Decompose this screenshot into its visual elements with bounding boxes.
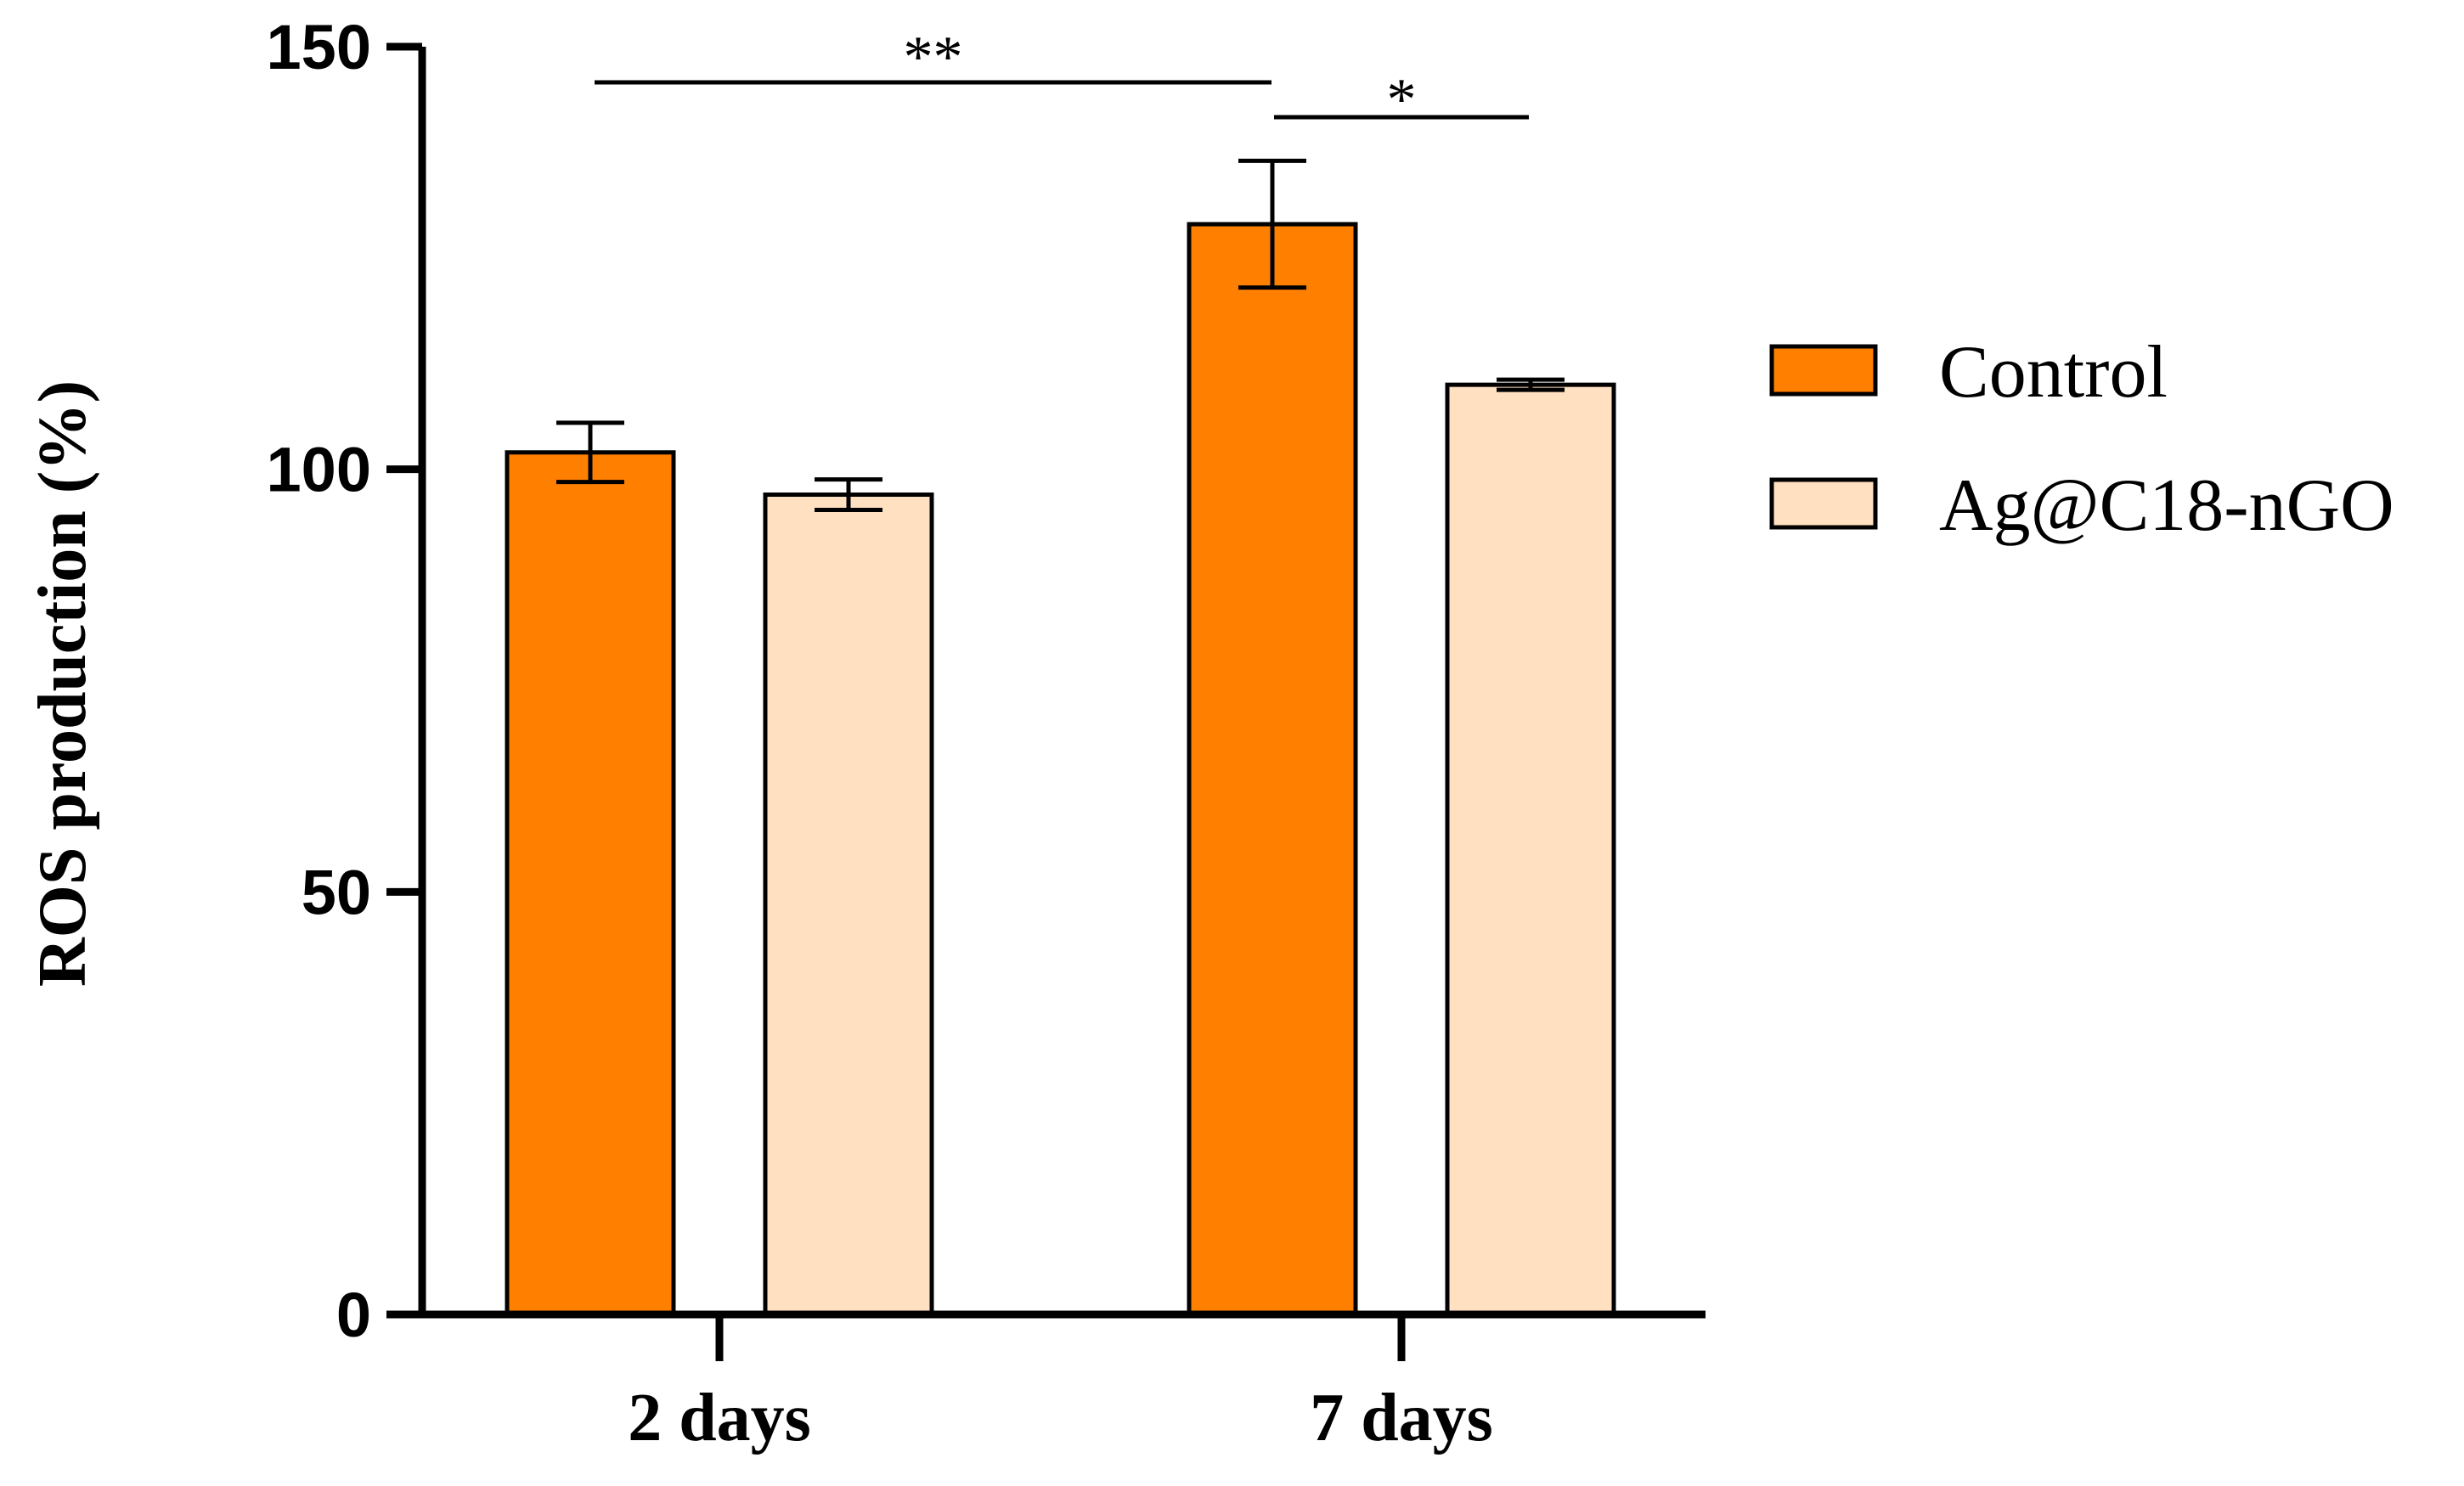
x-category-label-2: 7 days — [1310, 1381, 1493, 1455]
legend-label-1: Control — [1939, 331, 2168, 414]
x-category-label-1: 2 days — [628, 1381, 811, 1455]
bar-1-2 — [1187, 222, 1358, 1317]
legend-label-2: Ag@C18-nGO — [1939, 464, 2394, 547]
legend-swatch-2 — [1769, 477, 1878, 530]
y-tick-label-1: 0 — [336, 1280, 371, 1350]
axes-layer — [418, 47, 1706, 1319]
bar-2-2 — [1445, 382, 1616, 1317]
bar-2-1 — [763, 493, 934, 1317]
bars-layer — [505, 158, 1616, 1317]
significance-layer: *** — [595, 25, 1529, 132]
significance-label-2: * — [1387, 67, 1417, 132]
legend-swatch-1 — [1769, 344, 1878, 397]
y-tick-label-4: 150 — [267, 12, 371, 82]
y-tick-label-3: 100 — [267, 435, 371, 505]
legend: Control Ag@C18-nGO — [1769, 331, 2394, 547]
y-axis-title: ROS production (%) — [25, 380, 100, 987]
bar-1-1 — [505, 450, 676, 1317]
ticks-layer: 0 50 100 150 2 days 7 days — [267, 12, 1493, 1455]
significance-label-1: ** — [904, 25, 963, 90]
y-tick-label-2: 50 — [302, 857, 371, 927]
